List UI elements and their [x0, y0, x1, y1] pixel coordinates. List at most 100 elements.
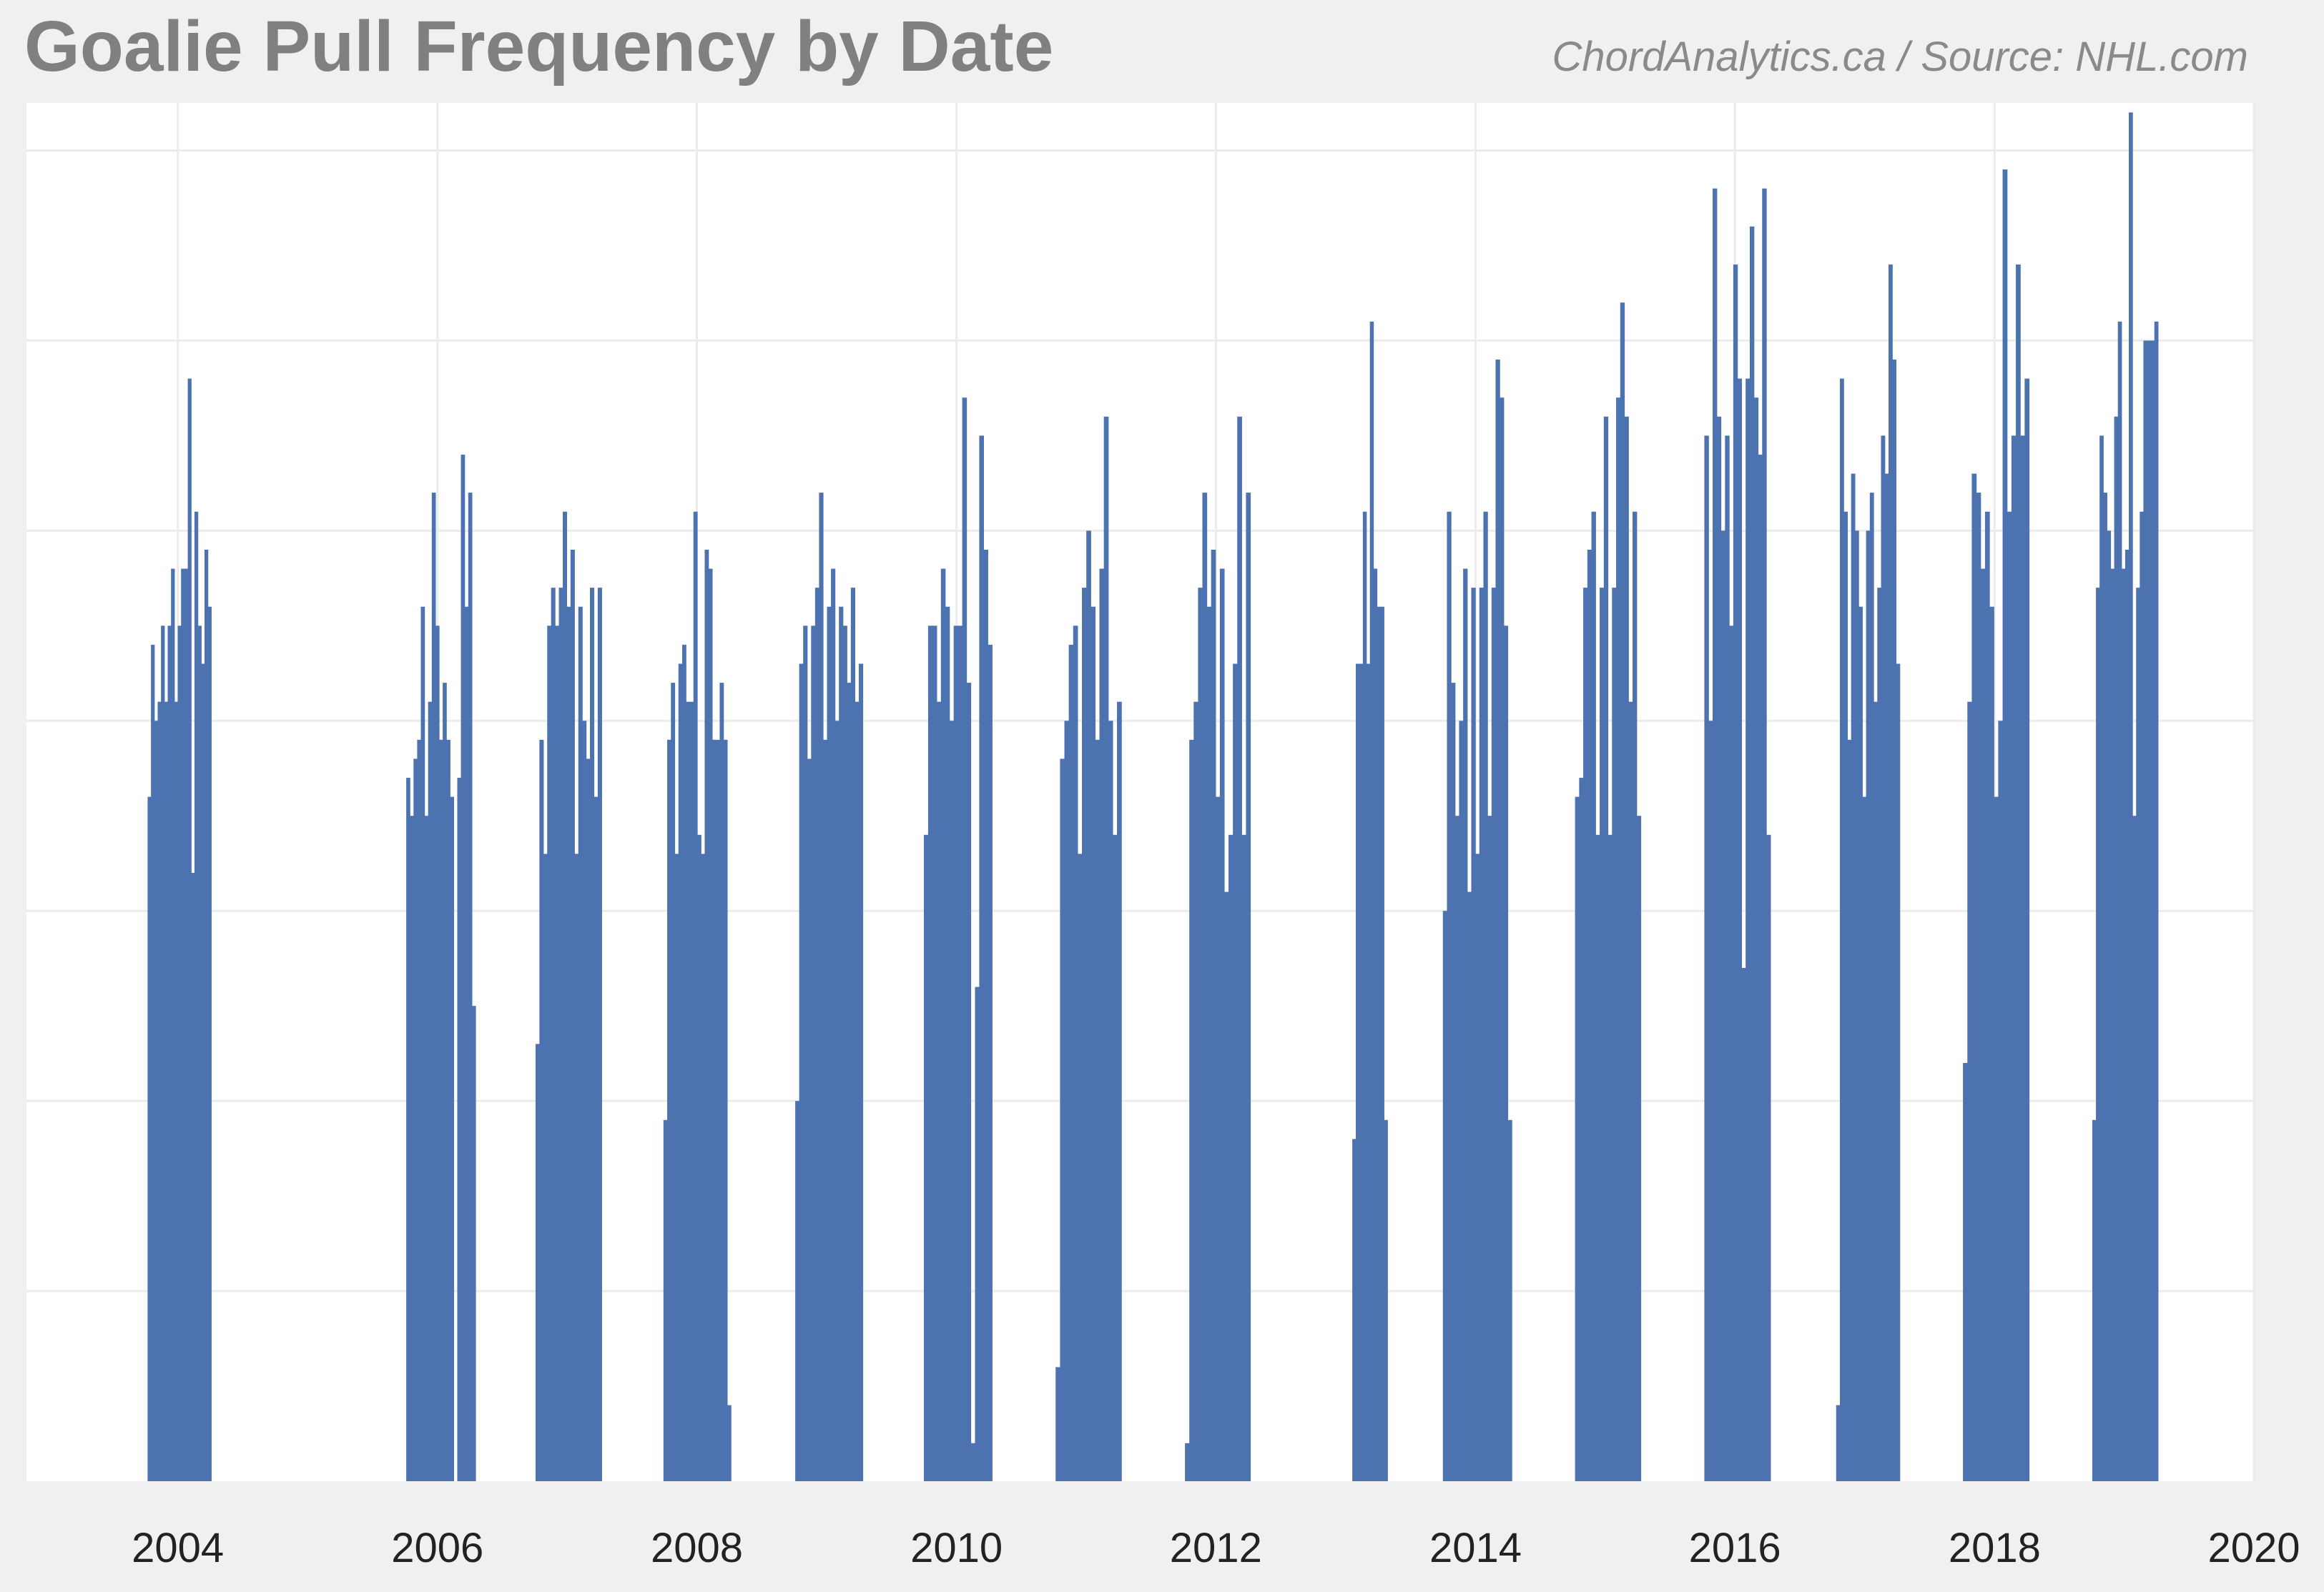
bar	[1877, 588, 1882, 1481]
bar	[194, 511, 199, 1481]
bar	[1082, 588, 1087, 1481]
bar	[1758, 454, 1763, 1481]
bar	[1215, 796, 1221, 1481]
bar	[2150, 340, 2155, 1481]
bar	[719, 683, 724, 1481]
bar	[2110, 568, 2115, 1481]
bar	[535, 1044, 540, 1481]
bar	[1869, 493, 1874, 1482]
bar	[551, 588, 556, 1481]
bar	[975, 987, 980, 1481]
chart-subtitle: ChordAnalytics.ca / Source: NHL.com	[1552, 34, 2248, 80]
bar	[2124, 549, 2129, 1482]
bar	[1851, 473, 1856, 1481]
bar	[2020, 435, 2025, 1481]
bar	[708, 568, 713, 1481]
x-tick-label: 2004	[132, 1525, 224, 1571]
bar	[2016, 264, 2021, 1481]
bar	[1746, 378, 1751, 1481]
bar	[2096, 588, 2100, 1481]
bar	[1733, 264, 1738, 1481]
bar	[979, 435, 984, 1481]
bar	[1108, 721, 1113, 1481]
bar	[1741, 967, 1746, 1481]
bar	[555, 626, 560, 1481]
bar	[850, 588, 855, 1481]
bar	[187, 378, 192, 1481]
bar	[1241, 834, 1247, 1481]
bar	[674, 854, 679, 1481]
bar	[147, 796, 152, 1481]
bar	[1463, 568, 1468, 1481]
bar	[940, 568, 946, 1481]
bar	[2140, 511, 2145, 1481]
bar	[962, 397, 967, 1482]
bar	[1628, 701, 1633, 1482]
bar	[1229, 834, 1234, 1481]
bar	[671, 683, 676, 1481]
bar	[663, 1119, 668, 1481]
bar	[1206, 606, 1212, 1481]
bar	[1202, 493, 1208, 1482]
bar	[704, 549, 709, 1482]
bar	[177, 626, 182, 1481]
bar	[464, 606, 469, 1481]
bar	[1483, 511, 1488, 1481]
bar	[1454, 816, 1460, 1481]
bar	[435, 626, 440, 1481]
bar	[1447, 511, 1452, 1481]
bar	[1086, 530, 1091, 1481]
bar	[1064, 721, 1070, 1481]
bar	[1725, 435, 1730, 1481]
bar	[1459, 721, 1464, 1481]
bar	[1616, 397, 1621, 1482]
bar	[799, 663, 804, 1481]
bar	[2092, 1119, 2097, 1481]
bar	[1704, 435, 1709, 1481]
bar	[988, 644, 993, 1481]
bar	[1369, 321, 1374, 1481]
bar	[945, 606, 950, 1481]
bar	[1219, 568, 1225, 1481]
bar	[1587, 549, 1592, 1482]
bar	[1716, 416, 1722, 1481]
bar	[207, 606, 212, 1481]
bar	[2099, 435, 2104, 1481]
bar	[2154, 321, 2159, 1481]
x-tick-label: 2012	[1170, 1525, 1262, 1571]
bar	[1117, 701, 1122, 1482]
bar	[1762, 188, 1767, 1481]
bar	[424, 816, 429, 1481]
bar	[167, 626, 172, 1481]
bar	[1866, 530, 1871, 1481]
bar	[1068, 644, 1074, 1481]
bar	[1198, 588, 1203, 1481]
bar	[1874, 701, 1878, 1482]
x-axis-ticks: 2004 2006 2008 2010 2012 2014 2016 2018 2020	[132, 1525, 2300, 1571]
bar	[151, 644, 155, 1481]
bar	[689, 701, 694, 1482]
bar	[814, 588, 820, 1481]
bar	[562, 511, 568, 1481]
bar	[1211, 549, 1216, 1482]
bar	[723, 739, 728, 1481]
bar	[983, 549, 988, 1482]
bar	[431, 493, 436, 1482]
bar	[712, 739, 717, 1481]
bar	[842, 626, 847, 1481]
bar	[966, 683, 972, 1481]
bar	[1636, 816, 1642, 1481]
bar	[2129, 112, 2133, 1481]
bar	[819, 493, 824, 1482]
bar	[2114, 416, 2119, 1481]
bar	[1380, 606, 1384, 1481]
bar	[2121, 568, 2126, 1481]
bar	[682, 644, 686, 1481]
bar	[1884, 473, 1889, 1481]
bar	[811, 626, 816, 1481]
bar	[570, 549, 575, 1482]
bar	[468, 493, 473, 1482]
bar	[1090, 606, 1096, 1481]
bar	[1600, 588, 1605, 1481]
bar	[410, 816, 414, 1481]
